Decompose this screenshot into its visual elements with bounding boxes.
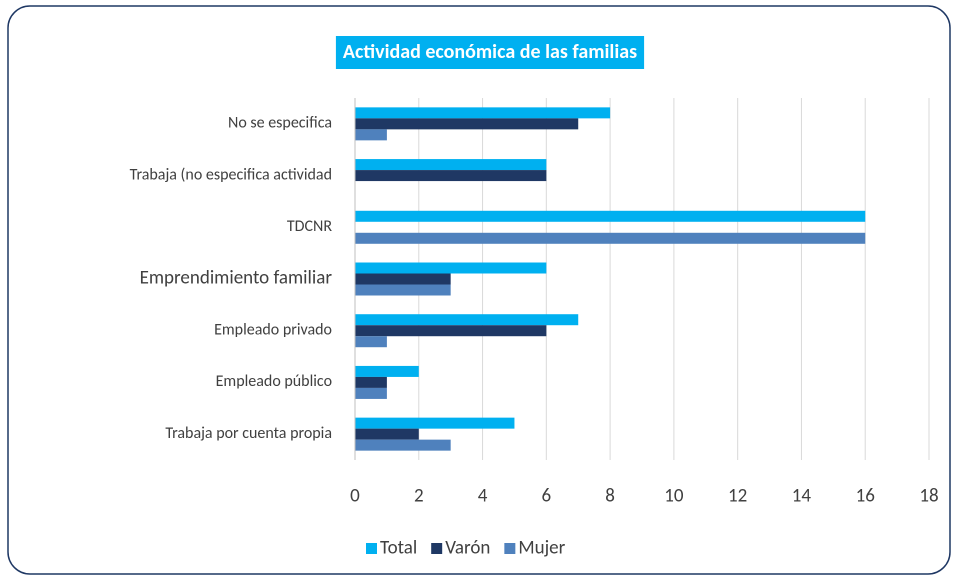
legend-label: Varón xyxy=(445,537,490,560)
legend-swatch xyxy=(431,543,443,554)
x-tick-label: 0 xyxy=(350,485,360,508)
bar xyxy=(355,336,387,348)
bar xyxy=(355,376,387,388)
bar xyxy=(355,417,515,429)
bar xyxy=(355,159,547,171)
bar xyxy=(355,107,611,119)
bar xyxy=(355,129,387,141)
title-background xyxy=(335,36,645,69)
y-tick-label: TDCNR xyxy=(287,217,333,236)
y-tick-label: No se especifica xyxy=(228,114,332,133)
y-tick-label: Empleado público xyxy=(216,372,332,391)
y-tick-label: Empleado privado xyxy=(214,321,332,340)
bar xyxy=(355,284,451,296)
x-tick-label: 2 xyxy=(414,485,424,508)
bar xyxy=(355,387,387,399)
bar xyxy=(355,325,547,337)
bar xyxy=(355,262,547,274)
legend-swatch xyxy=(504,543,516,554)
bar xyxy=(355,428,419,440)
bar xyxy=(355,118,579,130)
bar xyxy=(355,273,451,285)
x-tick-label: 14 xyxy=(792,485,812,508)
chart-frame xyxy=(7,5,951,575)
bar xyxy=(355,314,579,326)
bar xyxy=(355,210,866,222)
legend-swatch xyxy=(366,543,377,554)
x-tick-label: 18 xyxy=(919,485,938,508)
bar xyxy=(355,232,866,244)
bar xyxy=(355,365,419,377)
legend-label: Mujer xyxy=(518,537,565,560)
x-tick-label: 16 xyxy=(856,485,875,508)
chart-title: Actividad económica de las familias xyxy=(343,40,637,64)
y-tick-label: Emprendimiento familiar xyxy=(140,267,333,290)
legend-label: Total xyxy=(380,537,417,560)
x-tick-label: 10 xyxy=(664,485,684,508)
x-tick-label: 12 xyxy=(728,485,747,508)
bar xyxy=(355,170,547,182)
x-tick-label: 4 xyxy=(478,485,488,508)
bar xyxy=(355,439,451,451)
y-tick-label: Trabaja (no especifica actividad xyxy=(130,165,332,184)
x-tick-label: 8 xyxy=(605,485,615,508)
y-tick-label: Trabaja por cuenta propia xyxy=(165,424,332,443)
x-tick-label: 6 xyxy=(542,485,552,508)
